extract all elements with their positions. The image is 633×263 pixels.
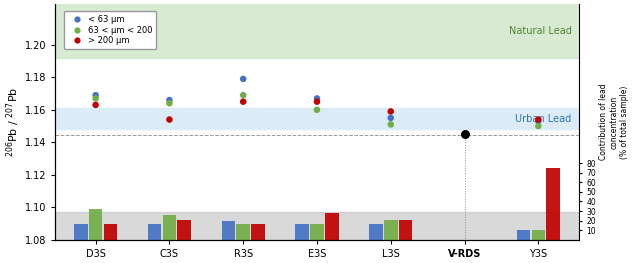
Point: [238, 93, 248, 97]
Point: [460, 132, 470, 136]
Bar: [148, 224, 161, 240]
Bar: [104, 224, 117, 240]
Y-axis label: Contribution of lead
concentration
(% of total sample): Contribution of lead concentration (% of…: [599, 84, 629, 160]
Bar: [369, 224, 383, 240]
Point: [165, 101, 175, 105]
Point: [165, 118, 175, 122]
Bar: [296, 224, 309, 240]
Bar: [325, 213, 339, 240]
Bar: [163, 215, 176, 240]
Y-axis label: $^{206}$Pb / $^{207}$Pb: $^{206}$Pb / $^{207}$Pb: [4, 87, 22, 157]
Bar: [251, 224, 265, 240]
Bar: [222, 221, 235, 240]
Bar: [310, 224, 323, 240]
Bar: [384, 220, 398, 240]
Point: [91, 103, 101, 107]
Point: [238, 77, 248, 81]
Point: [165, 98, 175, 102]
Bar: [55, 108, 579, 129]
Bar: [177, 220, 191, 240]
Text: Urban Lead: Urban Lead: [515, 114, 572, 124]
Bar: [399, 220, 412, 240]
Point: [312, 108, 322, 112]
Legend: < 63 μm, 63 < μm < 200, > 200 μm: < 63 μm, 63 < μm < 200, > 200 μm: [65, 11, 156, 49]
Bar: [236, 224, 250, 240]
Bar: [55, 4, 579, 58]
Text: Natural Lead: Natural Lead: [508, 26, 572, 36]
Bar: [55, 212, 579, 240]
Bar: [517, 230, 530, 240]
Point: [312, 96, 322, 100]
Point: [385, 122, 396, 127]
Point: [385, 116, 396, 120]
Bar: [74, 224, 88, 240]
Point: [533, 124, 543, 128]
Point: [312, 100, 322, 104]
Point: [238, 100, 248, 104]
Bar: [546, 168, 560, 240]
Point: [91, 93, 101, 97]
Point: [533, 118, 543, 122]
Point: [533, 119, 543, 123]
Point: [91, 96, 101, 100]
Bar: [89, 209, 103, 240]
Bar: [532, 230, 545, 240]
Point: [385, 109, 396, 114]
